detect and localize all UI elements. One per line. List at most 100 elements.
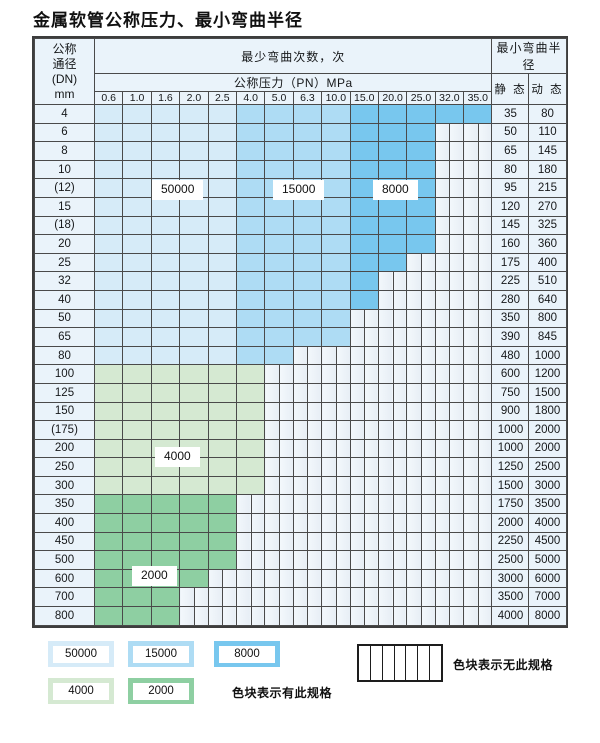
cell-filled-b1 <box>179 327 209 347</box>
cell-filled-g2 <box>122 587 152 608</box>
row-dn-label: 40 <box>34 289 95 310</box>
cell-empty <box>377 587 408 608</box>
table-row: 350 1750 3500 <box>34 494 567 515</box>
callout-label: 2000 <box>132 566 177 586</box>
cell-filled-g1 <box>122 438 152 459</box>
row-dn-label: 150 <box>34 401 95 422</box>
cell-filled-b3 <box>406 159 436 180</box>
table-row: 150 900 1800 <box>34 401 567 422</box>
cell-filled-b2 <box>264 271 294 291</box>
cell-empty <box>321 568 351 589</box>
cell-filled-b1 <box>207 215 237 236</box>
header-pressure-11: 25.0 <box>406 91 436 105</box>
legend-swatch-50000: 50000 <box>48 641 114 667</box>
cell-filled-b3 <box>349 215 379 236</box>
cell-filled-g1 <box>122 457 152 477</box>
cell-filled-g1 <box>150 420 181 440</box>
cell-filled-b1 <box>93 252 124 273</box>
cell-filled-g1 <box>93 457 124 477</box>
callout-label: 15000 <box>273 180 325 200</box>
row-dn-label: 8 <box>34 141 95 161</box>
cell-filled-g1 <box>235 401 266 422</box>
spec-table: 公称 通径 (DN) mm 最少弯曲次数，次 最小弯曲半径 公称压力（PN）MP… <box>34 38 567 626</box>
cell-empty <box>377 271 408 291</box>
header-pressure-8: 10.0 <box>321 91 351 105</box>
cell-empty <box>406 308 436 329</box>
cell-empty <box>377 568 408 589</box>
cell-filled-b1 <box>122 327 152 347</box>
legend-swatch-label: 4000 <box>53 682 109 700</box>
cell-filled-g2 <box>179 513 209 533</box>
cell-filled-g1 <box>235 438 266 459</box>
cell-empty <box>264 531 294 552</box>
cell-filled-g2 <box>93 494 124 515</box>
cell-filled-g2 <box>93 531 124 552</box>
cell-filled-b1 <box>122 289 152 310</box>
cell-filled-b2 <box>235 345 266 366</box>
cell-empty <box>406 438 436 459</box>
table-row: 15 120 270 <box>34 196 567 217</box>
cell-empty <box>235 531 266 552</box>
table-row: 450 2250 4500 <box>34 531 567 552</box>
cell-filled-g2 <box>179 494 209 515</box>
cell-filled-b2 <box>235 159 266 180</box>
cell-empty <box>321 382 351 403</box>
header-pressure-1: 1.0 <box>122 91 152 105</box>
cell-empty <box>463 457 493 477</box>
row-static-radius: 120 <box>491 196 530 217</box>
cell-empty <box>235 606 266 626</box>
cell-empty <box>434 178 465 198</box>
cell-empty <box>434 196 465 217</box>
row-static-radius: 2500 <box>491 550 530 570</box>
cell-filled-b2 <box>292 159 323 180</box>
cell-filled-b2 <box>321 289 351 310</box>
header-pressure-12: 32.0 <box>434 91 465 105</box>
table-row: 8 65 145 <box>34 141 567 161</box>
cell-empty <box>349 531 379 552</box>
cell-filled-b1 <box>207 289 237 310</box>
cell-filled-b2 <box>292 215 323 236</box>
cell-empty <box>377 382 408 403</box>
cell-filled-b1 <box>93 308 124 329</box>
header-pressure-9: 15.0 <box>349 91 379 105</box>
cell-filled-b1 <box>179 271 209 291</box>
legend-stripe-segment <box>359 646 371 680</box>
cell-filled-b1 <box>179 215 209 236</box>
row-dynamic-radius: 360 <box>528 234 567 254</box>
cell-filled-g1 <box>235 457 266 477</box>
cell-filled-b1 <box>93 159 124 180</box>
cell-filled-g1 <box>207 364 237 384</box>
cell-empty <box>434 475 465 496</box>
legend-no-spec-text: 色块表示无此规格 <box>453 658 554 672</box>
cell-filled-b3 <box>349 271 379 291</box>
cell-empty <box>463 382 493 403</box>
cell-empty <box>463 271 493 291</box>
cell-filled-b2 <box>292 196 323 217</box>
row-dn-label: 400 <box>34 513 95 533</box>
cell-empty <box>377 494 408 515</box>
header-dynamic: 动 态 <box>528 73 567 105</box>
row-dynamic-radius: 7000 <box>528 587 567 608</box>
cell-filled-b1 <box>93 345 124 366</box>
cell-empty <box>321 606 351 626</box>
cell-filled-b1 <box>207 234 237 254</box>
cell-filled-b1 <box>179 252 209 273</box>
cell-filled-b1 <box>122 178 152 198</box>
cell-empty <box>434 159 465 180</box>
cell-filled-b3 <box>349 252 379 273</box>
cell-filled-g1 <box>122 401 152 422</box>
legend-stripe-segment <box>371 646 383 680</box>
header-bend-count: 最少弯曲次数，次 <box>93 38 493 74</box>
cell-filled-g1 <box>179 382 209 403</box>
cell-filled-b1 <box>179 159 209 180</box>
cell-empty <box>463 215 493 236</box>
cell-filled-g1 <box>235 382 266 403</box>
row-dn-label: 125 <box>34 382 95 403</box>
cell-empty <box>434 494 465 515</box>
row-dn-label: 100 <box>34 364 95 384</box>
cell-filled-g1 <box>122 364 152 384</box>
cell-empty <box>463 420 493 440</box>
cell-empty <box>179 606 209 626</box>
cell-filled-g1 <box>207 382 237 403</box>
row-dynamic-radius: 2000 <box>528 420 567 440</box>
